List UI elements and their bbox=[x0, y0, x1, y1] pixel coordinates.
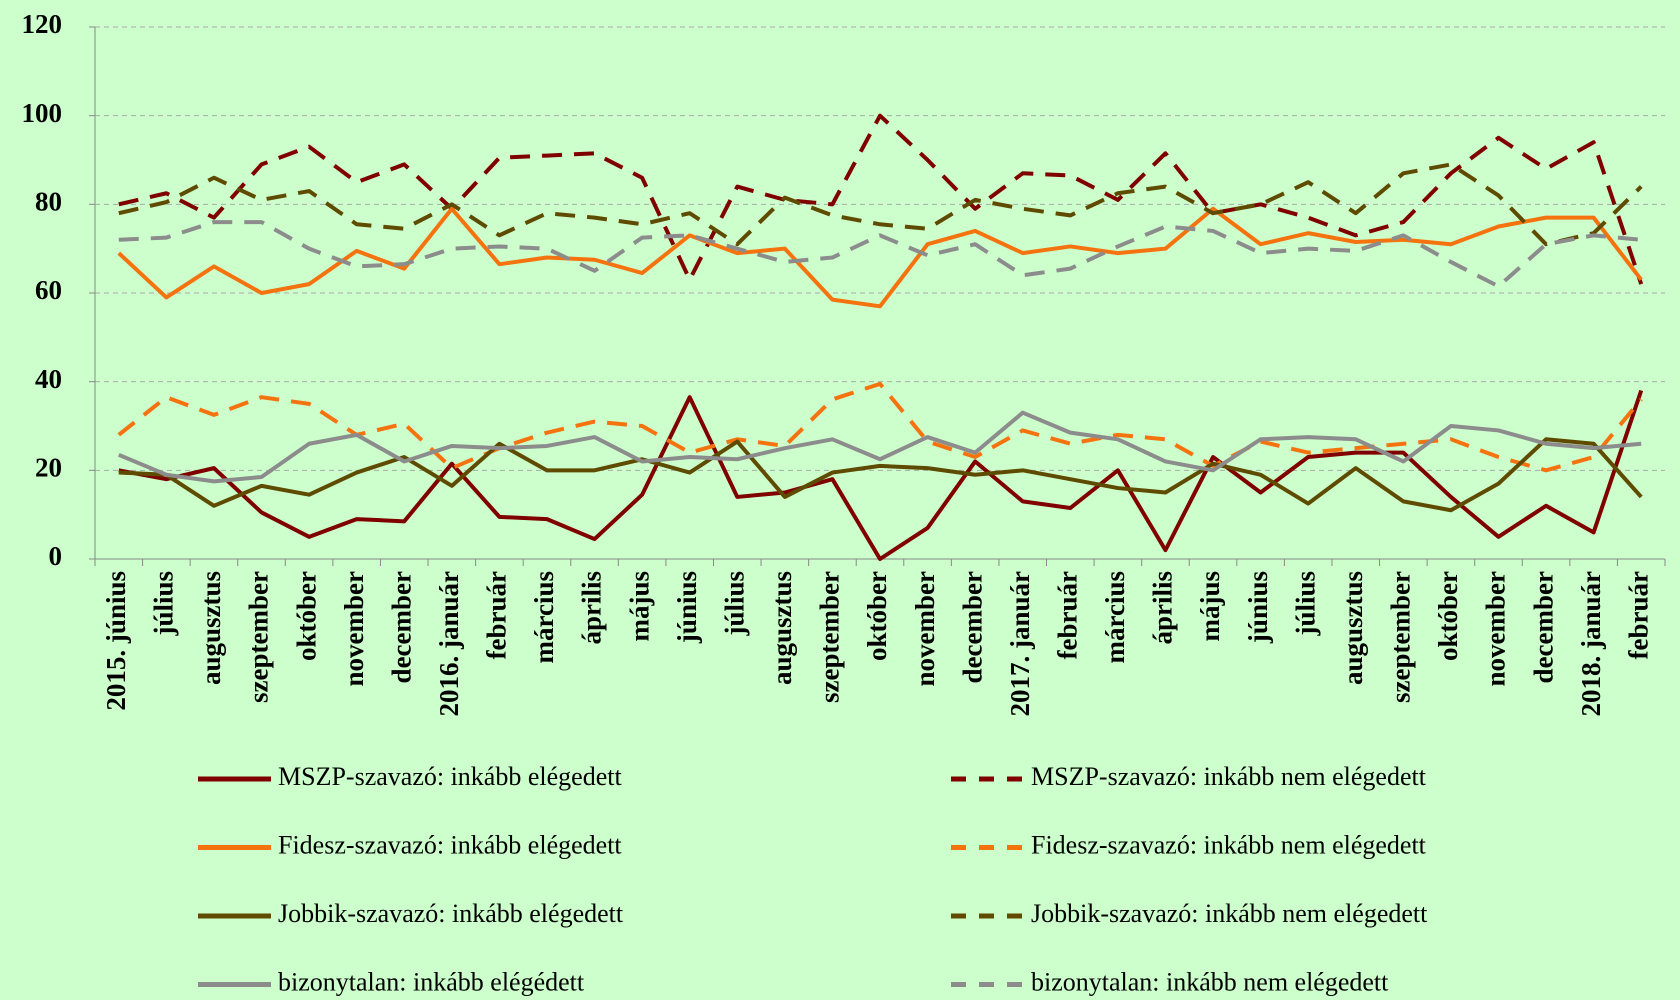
y-tick-label: 40 bbox=[35, 364, 62, 394]
series-line bbox=[118, 389, 1644, 561]
x-tick-label: augusztus bbox=[1338, 571, 1368, 685]
x-tick-label: február bbox=[482, 571, 512, 659]
x-tick-label: május bbox=[1195, 571, 1225, 642]
legend-label: MSZP-szavazó: inkább elégedett bbox=[278, 762, 622, 791]
y-tick-label: 0 bbox=[49, 541, 63, 571]
legend-label: Jobbik-szavazó: inkább nem elégedett bbox=[1031, 899, 1428, 928]
series-line bbox=[118, 220, 1642, 289]
y-tick-label: 80 bbox=[35, 187, 62, 217]
x-tick-label: november bbox=[339, 571, 369, 686]
x-tick-label: szeptember bbox=[815, 571, 845, 703]
x-tick-label: április bbox=[577, 571, 607, 645]
series-line bbox=[117, 206, 1643, 309]
x-tick-label: november bbox=[910, 571, 940, 686]
legend-label: bizonytalan: inkább nem elégedett bbox=[1031, 967, 1389, 996]
series-line bbox=[118, 113, 1644, 285]
x-tick-label: augusztus bbox=[767, 571, 797, 685]
x-tick-label: április bbox=[1148, 571, 1178, 645]
x-tick-label: december bbox=[957, 571, 987, 683]
x-tick-label: június bbox=[672, 571, 702, 644]
legend-label: bizonytalan: inkább elégédett bbox=[278, 967, 585, 996]
x-tick-label: július bbox=[719, 571, 749, 637]
y-tick-label: 100 bbox=[22, 98, 63, 128]
legend-label: Fidesz-szavazó: inkább nem elégedett bbox=[1031, 830, 1427, 859]
x-tick-label: 2016. január bbox=[434, 571, 464, 717]
y-tick-label: 20 bbox=[35, 453, 62, 483]
legend-label: Fidesz-szavazó: inkább elégedett bbox=[278, 830, 622, 859]
x-tick-label: július bbox=[1290, 571, 1320, 637]
x-tick-label: augusztus bbox=[196, 571, 226, 685]
x-tick-label: október bbox=[1433, 571, 1463, 661]
series-line bbox=[118, 410, 1642, 484]
x-tick-label: október bbox=[291, 571, 321, 661]
x-tick-label: október bbox=[862, 571, 892, 661]
series-line bbox=[118, 162, 1643, 247]
y-tick-label: 120 bbox=[22, 9, 63, 39]
x-tick-label: február bbox=[1623, 571, 1653, 659]
series-line bbox=[117, 381, 1643, 473]
legend-label: Jobbik-szavazó: inkább elégedett bbox=[278, 899, 624, 928]
x-tick-label: július bbox=[149, 571, 179, 637]
x-tick-label: november bbox=[1481, 571, 1511, 686]
legend-label: MSZP-szavazó: inkább nem elégedett bbox=[1031, 762, 1427, 791]
x-tick-label: szeptember bbox=[1386, 571, 1416, 703]
y-tick-label: 60 bbox=[35, 275, 62, 305]
x-tick-label: május bbox=[624, 571, 654, 642]
x-tick-label: június bbox=[1243, 571, 1273, 644]
x-tick-label: február bbox=[1053, 571, 1083, 659]
x-tick-label: március bbox=[1100, 571, 1130, 664]
series-line bbox=[118, 437, 1643, 513]
x-tick-label: szeptember bbox=[244, 571, 274, 703]
x-tick-label: március bbox=[529, 571, 559, 664]
x-tick-label: december bbox=[386, 571, 416, 683]
x-tick-label: 2017. január bbox=[1005, 571, 1035, 717]
x-tick-label: december bbox=[1528, 571, 1558, 683]
x-tick-label: 2018. január bbox=[1576, 571, 1606, 717]
x-tick-label: 2015. június bbox=[101, 571, 131, 711]
